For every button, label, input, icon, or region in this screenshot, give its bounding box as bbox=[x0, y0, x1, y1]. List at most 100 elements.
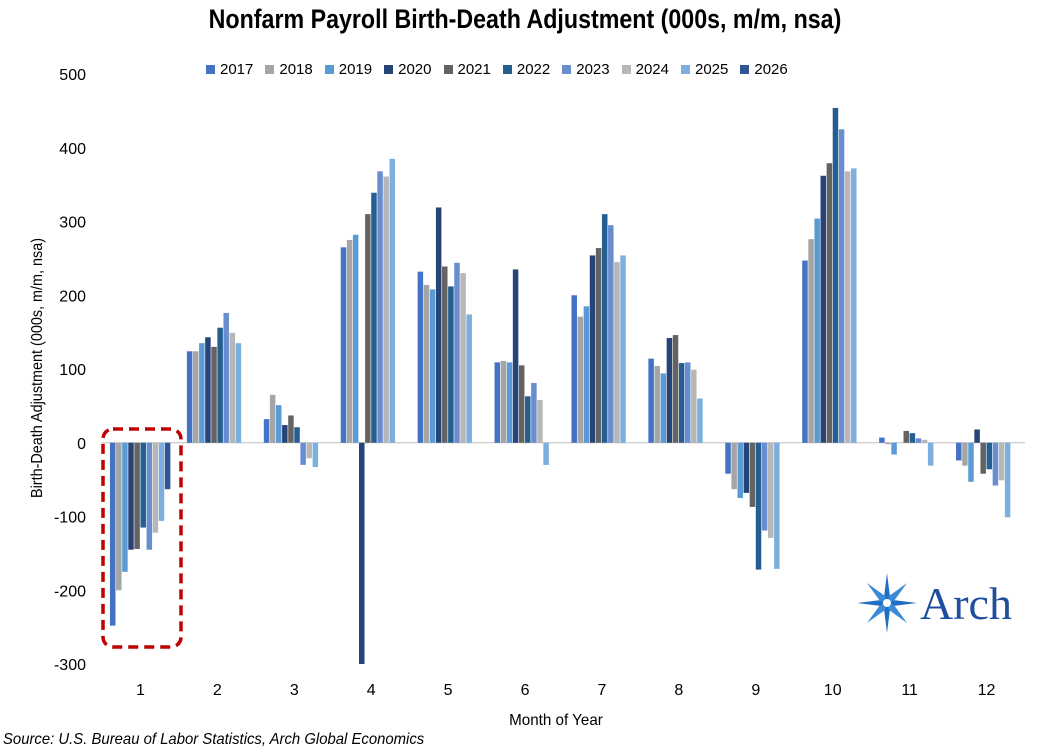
bar-2025-month-5 bbox=[466, 314, 472, 443]
bar-2025-month-4 bbox=[389, 158, 396, 443]
legend-label: 2017 bbox=[220, 60, 254, 78]
legend-label: 2019 bbox=[338, 60, 373, 78]
legend-swatch bbox=[265, 64, 275, 74]
chart-legend: 2017 2018 2019 2020 2021 2022 2023 2024 2025 2026 bbox=[206, 59, 800, 79]
bar-2018-month-9 bbox=[731, 442, 737, 490]
bar-2017-month-10 bbox=[802, 260, 808, 443]
bar-2020-month-10 bbox=[820, 175, 827, 443]
bar-2021-month-4 bbox=[365, 214, 371, 443]
bar-2020-month-3 bbox=[282, 425, 288, 443]
legend-item-2025: 2025 bbox=[681, 61, 728, 78]
bar-2021-month-2 bbox=[211, 346, 217, 443]
bar-2023-month-7 bbox=[608, 225, 614, 443]
bar-2021-month-6 bbox=[518, 365, 525, 443]
bar-2020-month-6 bbox=[512, 269, 519, 443]
bar-2018-month-12 bbox=[962, 442, 968, 466]
bar-2019-month-12 bbox=[968, 442, 974, 482]
bar-2022-month-7 bbox=[601, 214, 608, 443]
bar-2019-month-3 bbox=[275, 405, 282, 443]
y-tick-label: 300 bbox=[59, 215, 86, 232]
bar-2019-month-9 bbox=[737, 442, 743, 499]
bar-2022-month-1 bbox=[140, 442, 146, 528]
x-tick-label: 5 bbox=[444, 682, 453, 699]
legend-item-2024: 2024 bbox=[621, 60, 669, 78]
x-tick-label: 4 bbox=[367, 682, 376, 699]
y-tick-label: 400 bbox=[59, 141, 86, 158]
bar-2023-month-10 bbox=[838, 129, 845, 443]
legend-swatch bbox=[206, 64, 215, 74]
legend-item-2019: 2019 bbox=[324, 60, 373, 78]
logo-text: Arch bbox=[920, 578, 1012, 629]
bar-2018-month-6 bbox=[500, 360, 507, 443]
bar-2020-month-4 bbox=[359, 442, 365, 664]
bar-2019-month-7 bbox=[583, 306, 590, 443]
arch-logo: Arch bbox=[857, 573, 1012, 633]
x-tick-label: 8 bbox=[674, 682, 683, 699]
legend-swatch bbox=[324, 64, 334, 74]
bar-2024-month-4 bbox=[383, 176, 389, 443]
legend-label: 2018 bbox=[279, 60, 313, 78]
legend-label: 2020 bbox=[398, 60, 432, 78]
x-tick-label: 10 bbox=[824, 682, 842, 699]
x-tick-label: 2 bbox=[213, 682, 222, 699]
legend-item-2023: 2023 bbox=[562, 61, 610, 78]
legend-label: 2024 bbox=[635, 60, 669, 78]
bar-2018-month-11 bbox=[885, 442, 891, 445]
bar-2024-month-1 bbox=[152, 442, 159, 533]
bar-2026-month-1 bbox=[164, 442, 171, 490]
x-tick-label: 7 bbox=[598, 682, 607, 699]
bar-2018-month-5 bbox=[423, 284, 430, 443]
bar-2023-month-1 bbox=[146, 442, 153, 550]
bar-2022-month-9 bbox=[755, 442, 762, 570]
bar-2025-month-8 bbox=[697, 398, 703, 443]
y-axis-label: Birth-Death Adjustment (000s, m/m, nsa) bbox=[28, 238, 46, 498]
bar-2024-month-10 bbox=[844, 171, 851, 443]
bar-2023-month-5 bbox=[454, 262, 460, 443]
bar-2021-month-11 bbox=[903, 430, 910, 443]
x-tick-label: 12 bbox=[978, 682, 996, 699]
bar-2020-month-12 bbox=[974, 429, 980, 443]
bar-2019-month-4 bbox=[352, 234, 359, 443]
bar-2019-month-10 bbox=[814, 218, 820, 443]
bar-2024-month-9 bbox=[767, 442, 774, 538]
bar-2024-month-11 bbox=[921, 439, 928, 443]
bar-2024-month-6 bbox=[537, 399, 543, 443]
bar-2021-month-5 bbox=[442, 266, 448, 443]
bar-2019-month-2 bbox=[199, 343, 205, 443]
bar-2017-month-3 bbox=[263, 419, 270, 443]
bar-2018-month-4 bbox=[346, 239, 353, 443]
bar-2023-month-11 bbox=[915, 438, 922, 443]
bar-2025-month-6 bbox=[543, 442, 549, 465]
y-tick-label: -200 bbox=[54, 583, 86, 600]
bar-2025-month-1 bbox=[158, 442, 165, 521]
bar-2020-month-8 bbox=[666, 338, 673, 443]
bar-2025-month-12 bbox=[1004, 442, 1011, 518]
bar-2020-month-5 bbox=[435, 207, 442, 443]
bar-2019-month-6 bbox=[506, 362, 513, 443]
y-tick-label: 200 bbox=[59, 288, 86, 305]
bar-2017-month-8 bbox=[648, 358, 654, 443]
legend-label: 2026 bbox=[754, 60, 788, 78]
y-axis: 500 400 300 200 100 0 -100 -200 -300 bbox=[54, 67, 1025, 674]
bar-2023-month-2 bbox=[223, 312, 229, 443]
bar-2017-month-7 bbox=[571, 295, 577, 443]
legend-label: 2025 bbox=[695, 60, 729, 78]
legend-swatch bbox=[740, 64, 750, 74]
x-axis-label: Month of Year bbox=[509, 712, 603, 729]
bar-2021-month-8 bbox=[672, 335, 679, 443]
legend-label: 2022 bbox=[516, 60, 551, 78]
bar-2018-month-10 bbox=[808, 239, 814, 443]
y-tick-label: 500 bbox=[59, 67, 86, 84]
bar-2019-month-1 bbox=[122, 442, 128, 572]
bar-2024-month-7 bbox=[614, 262, 620, 443]
y-tick-label: 0 bbox=[77, 436, 86, 453]
source-note: Source: U.S. Bureau of Labor Statistics,… bbox=[3, 731, 425, 748]
bar-2020-month-7 bbox=[589, 255, 596, 443]
bar-2024-month-5 bbox=[460, 273, 466, 443]
bars bbox=[109, 107, 1011, 664]
x-tick-label: 3 bbox=[290, 682, 299, 699]
bar-2018-month-3 bbox=[269, 394, 276, 443]
bar-2023-month-3 bbox=[300, 442, 306, 465]
bar-2022-month-6 bbox=[525, 396, 531, 443]
